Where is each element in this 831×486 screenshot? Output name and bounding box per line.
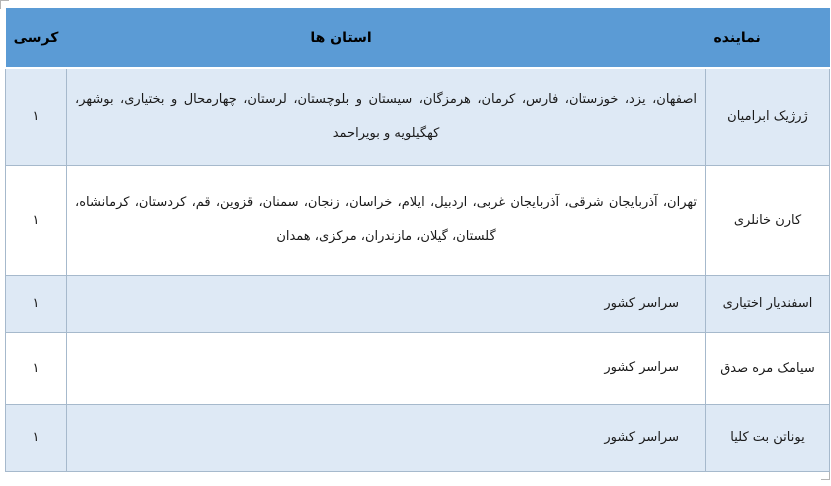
representative-cell: کارن خانلری: [705, 164, 830, 276]
provinces-cell: تهران، آذربایجان شرقی، آذربایجان غربی، ا…: [66, 164, 706, 276]
text-boundary-corner-bottom-right: [821, 471, 830, 480]
seats-cell: ۱: [5, 331, 67, 405]
seats-cell: ۱: [5, 67, 67, 166]
table-row: یوناتن بت کلیا سراسر کشور ۱: [5, 403, 830, 472]
provinces-cell: سراسر کشور: [66, 331, 706, 405]
seats-cell: ۱: [5, 403, 67, 472]
provinces-cell: سراسر کشور: [66, 403, 706, 472]
representative-cell: اسفندیار اختیاری: [705, 274, 830, 333]
representative-cell: ژرژیک ابرامیان: [705, 67, 830, 166]
header-cell-representative: نماینده: [705, 8, 830, 69]
provinces-cell: سراسر کشور: [66, 274, 706, 333]
table-row: ژرژیک ابرامیان اصفهان، یزد، خوزستان، فار…: [5, 67, 830, 166]
representative-cell: یوناتن بت کلیا: [705, 403, 830, 472]
table-body: ژرژیک ابرامیان اصفهان، یزد، خوزستان، فار…: [5, 67, 830, 472]
table-row: اسفندیار اختیاری سراسر کشور ۱: [5, 274, 830, 333]
seats-cell: ۱: [5, 164, 67, 276]
representative-cell: سیامک مره صدق: [705, 331, 830, 405]
header-row: نماینده استان ها کرسی: [5, 8, 830, 69]
seats-cell: ۱: [5, 274, 67, 333]
header-cell-provinces: استان ها: [66, 8, 706, 69]
text-boundary-corner-top-left: [0, 0, 9, 9]
provinces-cell: اصفهان، یزد، خوزستان، فارس، کرمان، هرمزگ…: [66, 67, 706, 166]
table-row: سیامک مره صدق سراسر کشور ۱: [5, 331, 830, 405]
table-row: کارن خانلری تهران، آذربایجان شرقی، آذربا…: [5, 164, 830, 276]
table-header: نماینده استان ها کرسی: [5, 8, 830, 69]
representatives-table: نماینده استان ها کرسی ژرژیک ابرامیان اصف…: [5, 8, 830, 472]
header-cell-seats: کرسی: [5, 8, 67, 69]
